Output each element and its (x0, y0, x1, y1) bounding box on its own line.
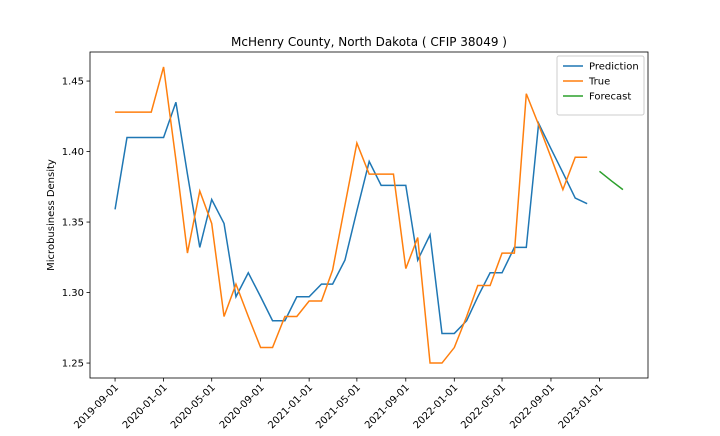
plot-area (114, 66, 624, 364)
y-tick-label: 1.35 (62, 218, 84, 229)
legend: Prediction True Forecast (556, 55, 645, 116)
y-tick-label: 1.25 (62, 359, 84, 370)
legend-label: Forecast (589, 92, 631, 103)
y-tick-label: 1.45 (62, 77, 84, 88)
y-tick-label: 1.40 (62, 147, 84, 158)
series-line (115, 66, 588, 364)
legend-box (556, 55, 645, 116)
series-line (114, 101, 588, 335)
y-axis-label: Microbusiness Density (46, 159, 57, 271)
legend-label: True (588, 77, 610, 88)
axes-frame (89, 51, 649, 379)
legend-label: Prediction (589, 62, 639, 73)
y-tick-label: 1.30 (62, 288, 84, 299)
chart-title: McHenry County, North Dakota ( CFIP 3804… (231, 35, 507, 49)
series-line (599, 170, 624, 191)
